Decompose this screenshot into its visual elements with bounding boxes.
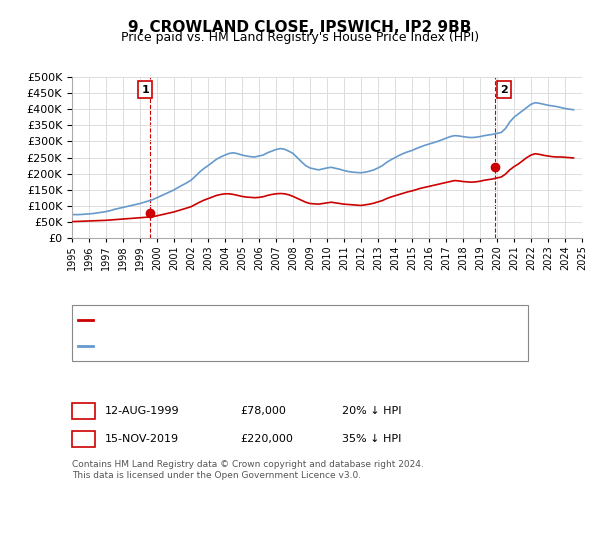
Text: 20% ↓ HPI: 20% ↓ HPI: [342, 406, 401, 416]
Text: Contains HM Land Registry data © Crown copyright and database right 2024.
This d: Contains HM Land Registry data © Crown c…: [72, 460, 424, 480]
Text: 35% ↓ HPI: 35% ↓ HPI: [342, 434, 401, 444]
Text: 15-NOV-2019: 15-NOV-2019: [105, 434, 179, 444]
Text: 1: 1: [80, 406, 87, 416]
Text: Price paid vs. HM Land Registry's House Price Index (HPI): Price paid vs. HM Land Registry's House …: [121, 31, 479, 44]
Text: 1: 1: [141, 85, 149, 95]
Text: £78,000: £78,000: [240, 406, 286, 416]
Text: £220,000: £220,000: [240, 434, 293, 444]
Text: 12-AUG-1999: 12-AUG-1999: [105, 406, 179, 416]
Text: 2: 2: [500, 85, 508, 95]
Text: 9, CROWLAND CLOSE, IPSWICH, IP2 9BB: 9, CROWLAND CLOSE, IPSWICH, IP2 9BB: [128, 20, 472, 35]
Text: HPI: Average price, detached house, Ipswich: HPI: Average price, detached house, Ipsw…: [96, 340, 328, 351]
Text: 2: 2: [80, 434, 87, 444]
Text: 9, CROWLAND CLOSE, IPSWICH, IP2 9BB (detached house): 9, CROWLAND CLOSE, IPSWICH, IP2 9BB (det…: [96, 315, 401, 325]
